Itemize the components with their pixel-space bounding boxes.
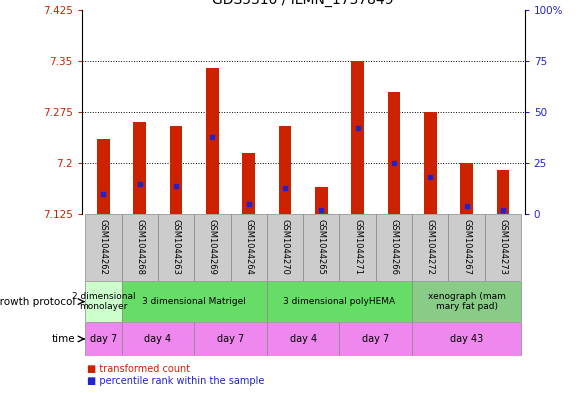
Bar [412,322,521,356]
Bar [194,322,267,356]
Text: GSM1044263: GSM1044263 [171,219,181,275]
Bar [424,112,437,214]
Bar [497,170,510,214]
Bar [122,281,267,322]
Text: GSM1044268: GSM1044268 [135,219,144,275]
Bar [206,68,219,214]
Bar [279,126,292,214]
Text: GSM1044265: GSM1044265 [317,219,326,275]
Text: GSM1044266: GSM1044266 [389,219,398,275]
Text: GSM1044267: GSM1044267 [462,219,471,275]
Bar [388,92,401,214]
Bar [134,122,146,214]
Bar [230,214,267,281]
Text: GSM1044262: GSM1044262 [99,219,108,275]
Text: growth protocol: growth protocol [0,297,76,307]
Bar [122,322,194,356]
Bar [267,214,303,281]
Text: time: time [52,334,76,344]
Bar [412,281,521,322]
Text: GSM1044272: GSM1044272 [426,219,435,275]
Title: GDS5310 / ILMN_1737849: GDS5310 / ILMN_1737849 [212,0,394,7]
Text: day 7: day 7 [362,334,389,344]
Bar [170,126,182,214]
Text: day 7: day 7 [90,334,117,344]
Text: GSM1044271: GSM1044271 [353,219,362,275]
Bar [85,322,122,356]
Text: ■ percentile rank within the sample: ■ percentile rank within the sample [87,376,265,386]
Bar [412,214,448,281]
Text: day 4: day 4 [145,334,171,344]
Bar [243,153,255,214]
Bar [194,214,230,281]
Text: day 43: day 43 [450,334,483,344]
Text: 2 dimensional
monolayer: 2 dimensional monolayer [72,292,135,311]
Text: day 4: day 4 [290,334,317,344]
Bar [158,214,194,281]
Bar [303,214,339,281]
Bar [85,214,122,281]
Text: ■ transformed count: ■ transformed count [87,364,191,375]
Bar [352,61,364,214]
Text: xenograph (mam
mary fat pad): xenograph (mam mary fat pad) [428,292,505,311]
Text: GSM1044273: GSM1044273 [498,219,507,275]
Text: GSM1044269: GSM1044269 [208,219,217,275]
Bar [448,214,484,281]
Bar [339,322,412,356]
Bar [376,214,412,281]
Text: 3 dimensional polyHEMA: 3 dimensional polyHEMA [283,297,395,306]
Bar [460,163,473,214]
Bar [315,187,328,214]
Text: day 7: day 7 [217,334,244,344]
Text: GSM1044264: GSM1044264 [244,219,253,275]
Bar [339,214,376,281]
Bar [484,214,521,281]
Bar [122,214,158,281]
Text: 3 dimensional Matrigel: 3 dimensional Matrigel [142,297,246,306]
Bar [267,281,412,322]
Bar [97,139,110,214]
Text: GSM1044270: GSM1044270 [280,219,290,275]
Bar [267,322,339,356]
Bar [85,281,122,322]
